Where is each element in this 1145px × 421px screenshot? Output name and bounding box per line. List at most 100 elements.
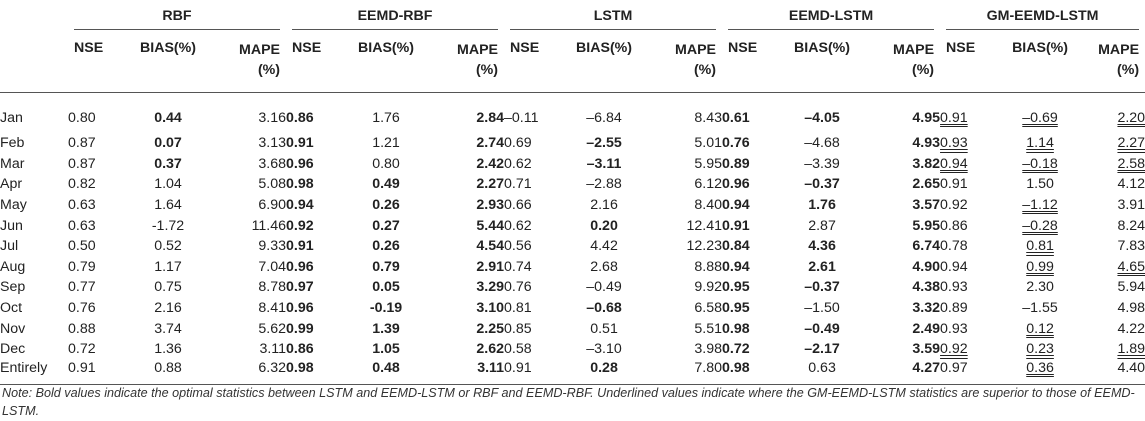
table-cell: 5.95 bbox=[649, 154, 722, 175]
table-cell: 0.49 bbox=[341, 174, 431, 195]
cell-value: 0.95 bbox=[722, 300, 750, 317]
cell-value: 1.89 bbox=[1117, 341, 1145, 358]
row-label: Jun bbox=[0, 217, 23, 234]
cell-value: 0.88 bbox=[68, 320, 96, 337]
table-cell: 0.36 bbox=[995, 360, 1085, 385]
cell-value: 0.94 bbox=[722, 258, 750, 275]
table-cell: –0.37 bbox=[777, 277, 867, 298]
table-cell: 0.98 bbox=[286, 360, 341, 385]
table-cell: 0.97 bbox=[286, 277, 341, 298]
table-cell: –0.49 bbox=[559, 277, 649, 298]
table-cell: –0.18 bbox=[995, 154, 1085, 175]
row-label: May bbox=[0, 197, 27, 214]
cell-value: 0.37 bbox=[154, 155, 182, 172]
cell-value: 0.88 bbox=[154, 359, 182, 376]
cell-value: 0.51 bbox=[590, 320, 618, 337]
table-cell: 0.63 bbox=[777, 360, 867, 385]
table-cell: 3.10 bbox=[431, 298, 504, 319]
table-cell: 6.74 bbox=[867, 236, 940, 257]
table-cell: 0.91 bbox=[286, 133, 341, 154]
table-cell: 1.21 bbox=[341, 133, 431, 154]
table-cell: 8.41 bbox=[213, 298, 286, 319]
cell-value: 0.72 bbox=[722, 341, 750, 358]
metric-header-nse: NSE bbox=[510, 40, 540, 56]
table-cell: 0.79 bbox=[68, 257, 123, 278]
cell-value: 0.96 bbox=[286, 258, 314, 275]
cell-value: 0.99 bbox=[286, 320, 314, 337]
table-cell: –0.37 bbox=[777, 174, 867, 195]
cell-value: 0.81 bbox=[1026, 238, 1054, 255]
table-cell: 0.81 bbox=[995, 236, 1085, 257]
cell-value: 0.66 bbox=[504, 197, 532, 214]
table-cell: 0.94 bbox=[940, 257, 995, 278]
cell-value: 2.49 bbox=[912, 320, 941, 337]
model-header: LSTM bbox=[504, 4, 722, 34]
table-cell: 5.62 bbox=[213, 318, 286, 339]
row-label: Aug bbox=[0, 258, 26, 275]
table-cell: 0.96 bbox=[286, 154, 341, 175]
table-cell: 5.01 bbox=[649, 133, 722, 154]
table-cell: 6.12 bbox=[649, 174, 722, 195]
cell-value: 0.94 bbox=[722, 197, 750, 214]
cell-value: 4.38 bbox=[912, 279, 941, 296]
cell-value: 3.91 bbox=[1117, 197, 1145, 214]
cell-value: 1.50 bbox=[1026, 176, 1054, 193]
table-cell: 0.86 bbox=[286, 339, 341, 360]
cell-value: 0.84 bbox=[722, 238, 750, 255]
table-cell: 0.92 bbox=[286, 215, 341, 236]
table-cell: 0.37 bbox=[123, 154, 213, 175]
cell-value: 2.68 bbox=[590, 258, 618, 275]
cell-value: 0.91 bbox=[68, 359, 96, 376]
cell-value: 0.44 bbox=[154, 110, 182, 126]
table-cell: 8.78 bbox=[213, 277, 286, 298]
table-cell: 0.80 bbox=[341, 154, 431, 175]
cell-value: 3.32 bbox=[912, 300, 941, 317]
cell-value: 0.98 bbox=[286, 359, 314, 376]
table-cell: 3.68 bbox=[213, 154, 286, 175]
cell-value: 1.76 bbox=[808, 197, 836, 214]
table-cell: –2.88 bbox=[559, 174, 649, 195]
table-cell: 0.94 bbox=[940, 154, 995, 175]
table-cell: 8.40 bbox=[649, 195, 722, 216]
table-cell: 1.89 bbox=[1085, 339, 1145, 360]
table-cell: 3.16 bbox=[213, 93, 286, 134]
cell-value: –6.84 bbox=[586, 110, 622, 126]
cell-value: 0.48 bbox=[372, 359, 400, 376]
corner-cell bbox=[0, 34, 68, 93]
cell-value: 2.58 bbox=[1117, 155, 1145, 172]
table-cell: –1.55 bbox=[995, 298, 1085, 319]
table-cell: 6.58 bbox=[649, 298, 722, 319]
cell-value: 4.54 bbox=[476, 238, 505, 255]
cell-value: 3.10 bbox=[476, 300, 505, 317]
table-cell: 3.13 bbox=[213, 133, 286, 154]
table-cell: 0.71 bbox=[504, 174, 559, 195]
cell-value: 2.16 bbox=[590, 197, 618, 214]
cell-value: 0.91 bbox=[940, 176, 968, 193]
table-cell: 8.88 bbox=[649, 257, 722, 278]
table-cell: 1.64 bbox=[123, 195, 213, 216]
table-cell: 3.11 bbox=[213, 339, 286, 360]
cell-value: 0.81 bbox=[504, 300, 532, 317]
cell-value: 2.74 bbox=[476, 135, 505, 152]
table-cell: –1.12 bbox=[995, 195, 1085, 216]
table-cell: 0.98 bbox=[722, 318, 777, 339]
cell-value: 0.80 bbox=[68, 110, 96, 126]
cell-value: 3.74 bbox=[154, 320, 182, 337]
row-label: Entirely bbox=[0, 359, 48, 376]
metric-header-nse: NSE bbox=[728, 40, 758, 56]
metric-header-bias: BIAS(%) bbox=[576, 40, 633, 56]
table-cell: 3.98 bbox=[649, 339, 722, 360]
table-cell: 3.74 bbox=[123, 318, 213, 339]
cell-value: –2.17 bbox=[804, 341, 840, 358]
cell-value: 0.98 bbox=[722, 359, 750, 376]
table-cell: 0.92 bbox=[940, 339, 995, 360]
cell-value: 0.74 bbox=[504, 258, 532, 275]
table-row: Oct 0.76 2.16 8.41 0.96 -0.19 3.10 0.81 –0.68 6.5… bbox=[0, 298, 1145, 319]
table-cell: 3.91 bbox=[1085, 195, 1145, 216]
row-label: Dec bbox=[0, 341, 26, 358]
table-row: Jun 0.63 -1.72 11.46 0.92 0.27 5.44 0.62 0.20 12.… bbox=[0, 215, 1145, 236]
cell-value: 3.57 bbox=[912, 197, 941, 214]
cell-value: 0.63 bbox=[808, 359, 836, 376]
cell-value: 3.29 bbox=[476, 279, 505, 296]
cell-value: 5.94 bbox=[1117, 279, 1145, 296]
